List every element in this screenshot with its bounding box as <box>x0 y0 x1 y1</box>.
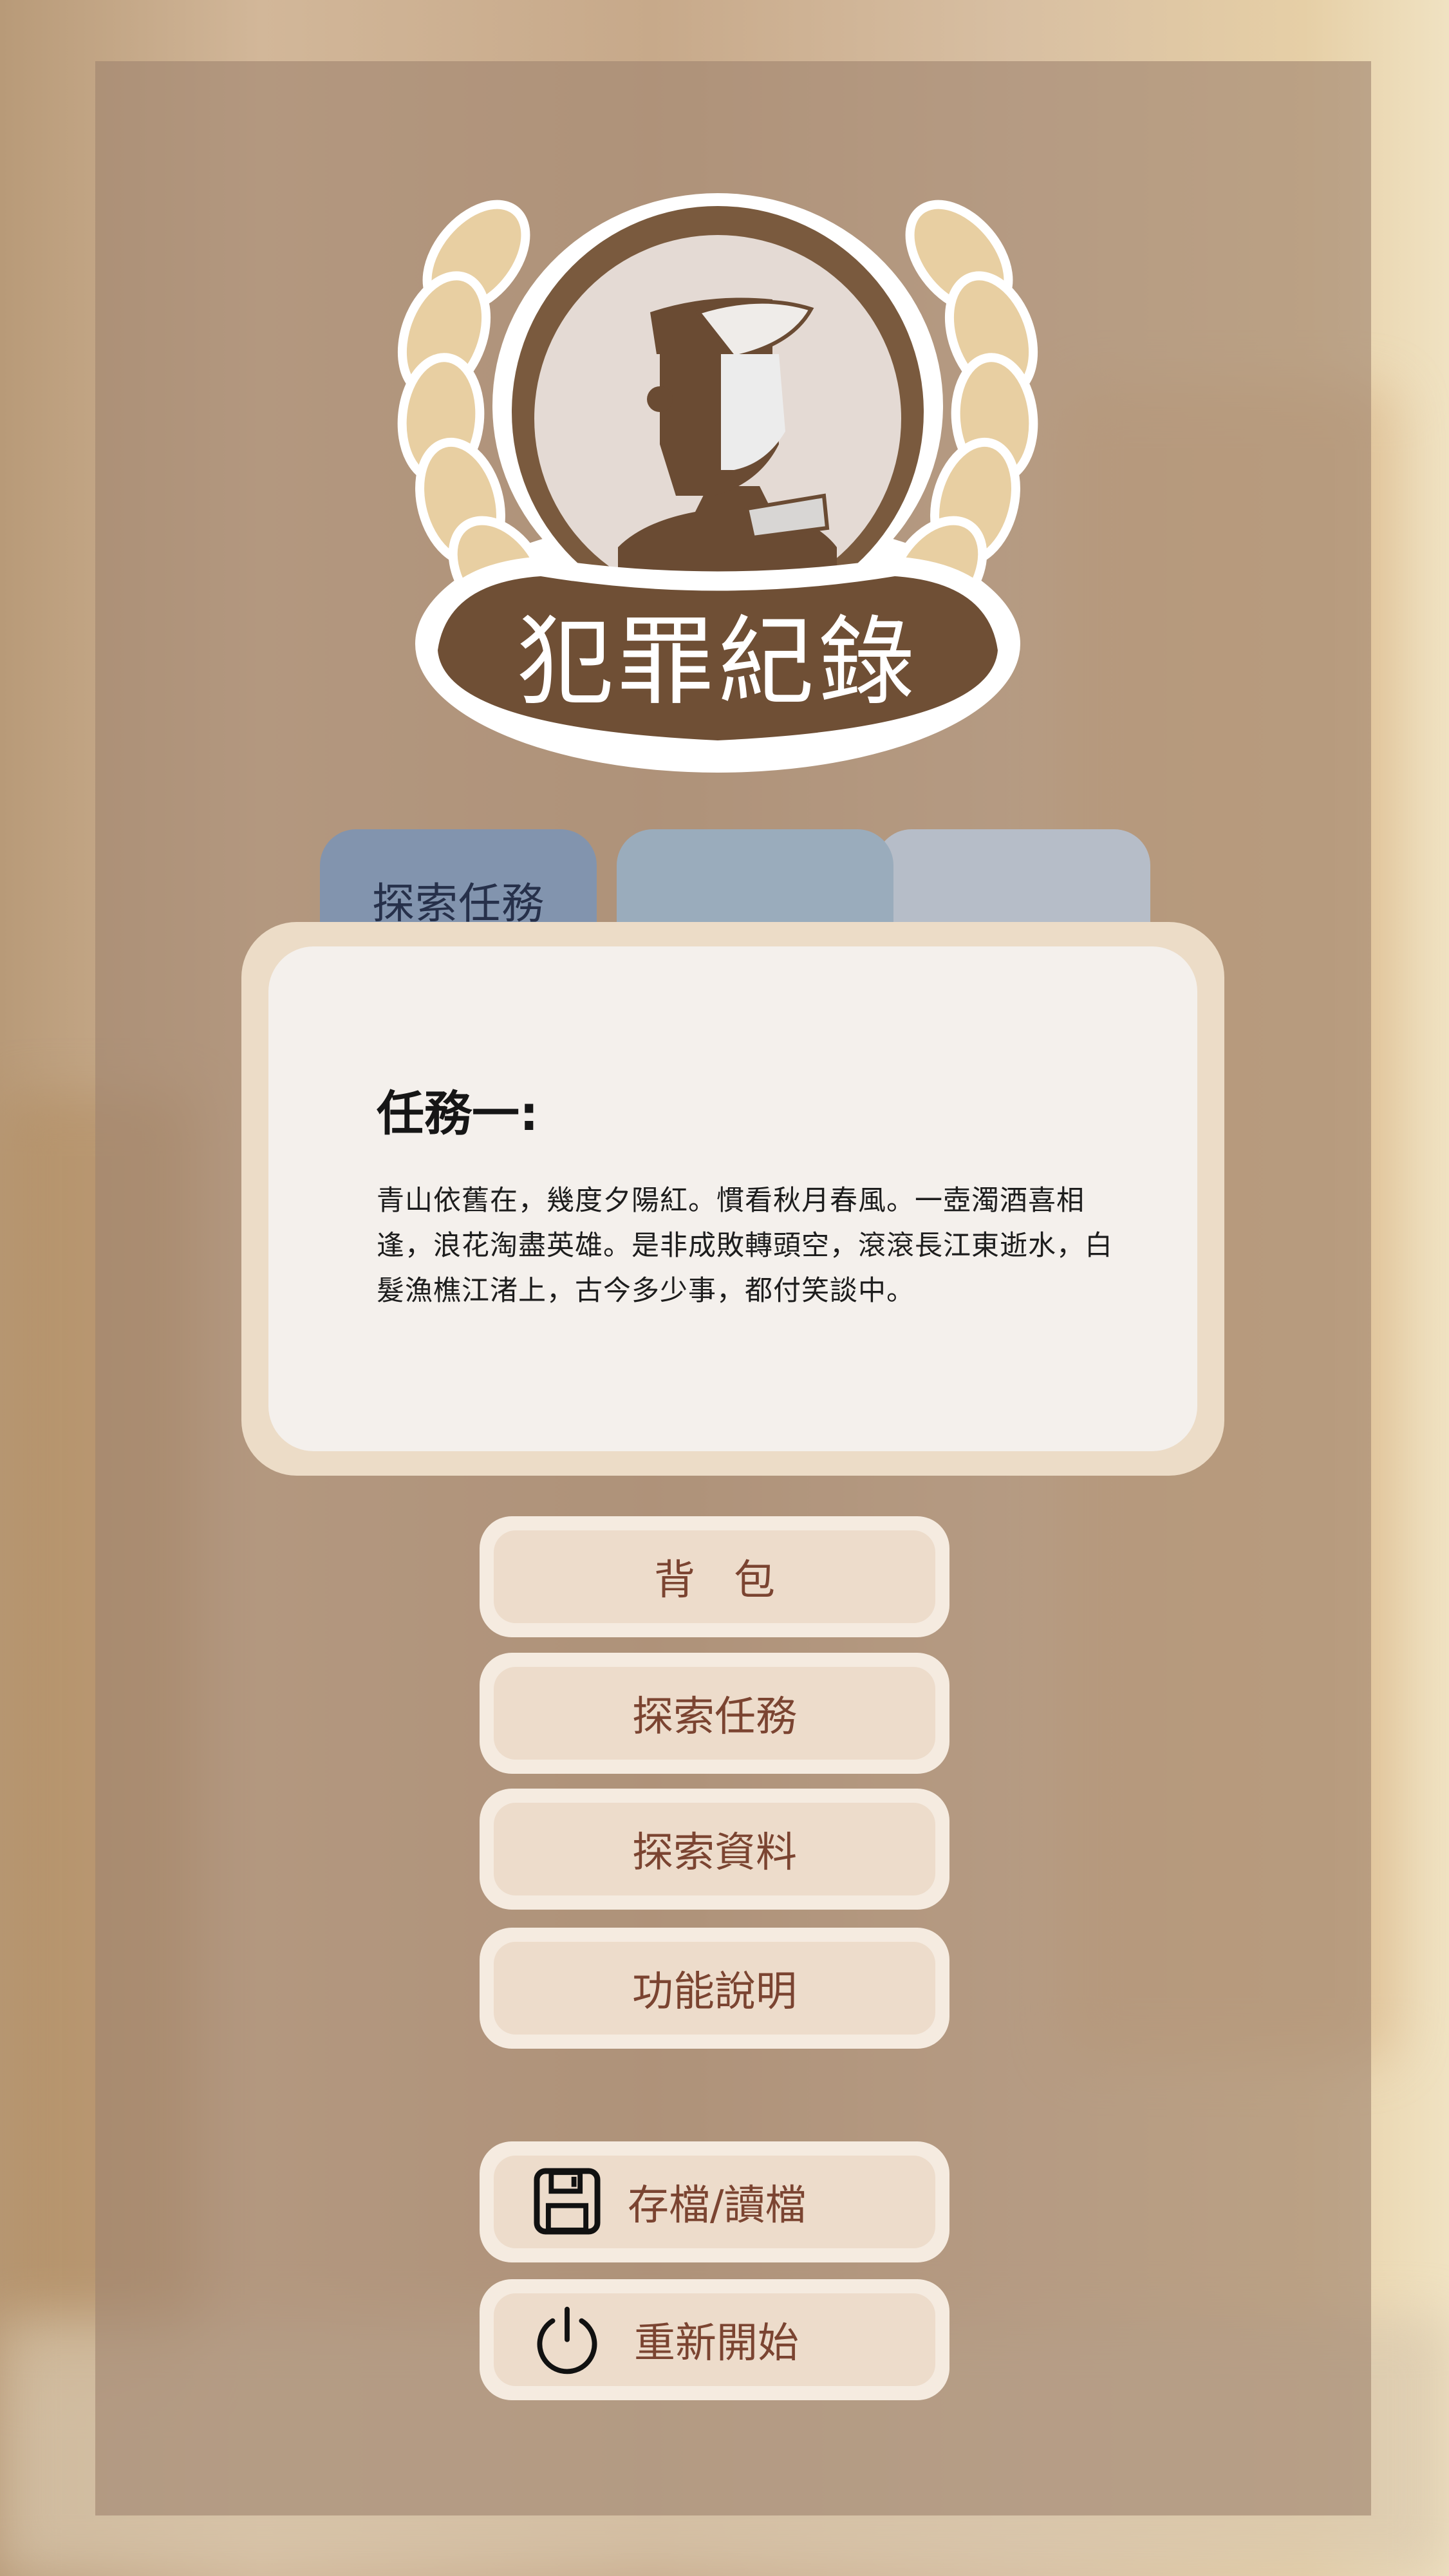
save-load-button[interactable]: 存檔/讀檔 <box>480 2141 949 2262</box>
mission-description: 青山依舊在，幾度夕陽紅。慣看秋月春風。一壺濁酒喜相逢，浪花淘盡英雄。是非成敗轉頭… <box>377 1185 1113 1307</box>
restart-button[interactable]: 重新開始 <box>480 2279 949 2400</box>
mission-title: 任務一: <box>377 1086 539 1142</box>
tab-quests-label: 探索任務 <box>372 879 545 928</box>
quests-button[interactable]: 探索任務 <box>480 1653 949 1774</box>
backpack-button[interactable]: 背包 <box>480 1516 949 1637</box>
explore-data-button[interactable]: 探索資料 <box>480 1789 949 1910</box>
mission-card-content: 任務一: 青山依舊在，幾度夕陽紅。慣看秋月春風。一壺濁酒喜相逢，浪花淘盡英雄。是… <box>268 946 1197 1451</box>
help-button[interactable]: 功能說明 <box>480 1928 949 2049</box>
tab-2[interactable] <box>617 829 893 939</box>
restart-label: 重新開始 <box>634 2320 799 2367</box>
tab-3[interactable] <box>875 829 1150 939</box>
crime-record-emblem: 犯罪紀錄 <box>397 193 1038 773</box>
help-label: 功能說明 <box>632 1968 797 2016</box>
tab-quests[interactable]: 探索任務 <box>320 829 597 939</box>
mission-card: 任務一: 青山依舊在，幾度夕陽紅。慣看秋月春風。一壺濁酒喜相逢，浪花淘盡英雄。是… <box>241 922 1224 1476</box>
officer-silhouette-icon <box>618 297 837 612</box>
explore-data-label: 探索資料 <box>632 1829 797 1877</box>
backpack-label: 背包 <box>654 1557 814 1604</box>
right-laurel-icon <box>886 200 1038 630</box>
save-load-label: 存檔/讀檔 <box>628 2182 807 2230</box>
floppy-disk-icon <box>534 2168 601 2235</box>
power-icon <box>537 2306 597 2374</box>
quests-label: 探索任務 <box>632 1693 797 1741</box>
emblem-title: 犯罪紀錄 <box>517 606 919 719</box>
